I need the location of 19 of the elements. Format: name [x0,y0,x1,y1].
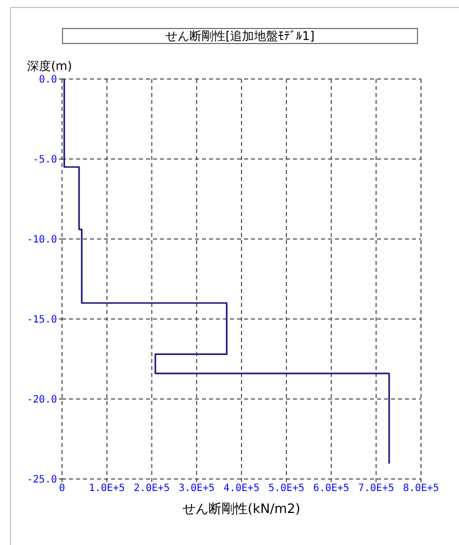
x-tick-label: 2.0E+5 [134,483,170,494]
chart-title: せん断剛性[追加地盤ﾓﾃﾞﾙ1] [62,28,418,44]
line-series [63,79,390,464]
y-tick-label: -15.0 [26,314,57,326]
x-tick-label: 0 [58,483,66,494]
x-tick-label: 1.0E+5 [88,483,125,494]
x-axis-title: せん断剛性(kN/m2) [182,502,302,517]
x-tick-label: 6.0E+5 [313,483,350,494]
x-tick-label: 3.0E+5 [178,483,215,494]
x-tick-label: 8.0E+5 [402,483,440,494]
y-tick-label: -25.0 [26,474,57,486]
x-tick-label: 4.0E+5 [223,483,260,494]
x-tick-label: 5.0E+5 [268,483,304,494]
y-tick-label: 0.0 [38,74,57,86]
y-tick-label: -10.0 [26,234,57,246]
y-tick-label: -5.0 [32,154,57,166]
y-tick-label: -20.0 [26,394,57,406]
y-axis-title: 深度(m) [27,59,72,73]
x-tick-label: 7.0E+5 [358,483,394,494]
